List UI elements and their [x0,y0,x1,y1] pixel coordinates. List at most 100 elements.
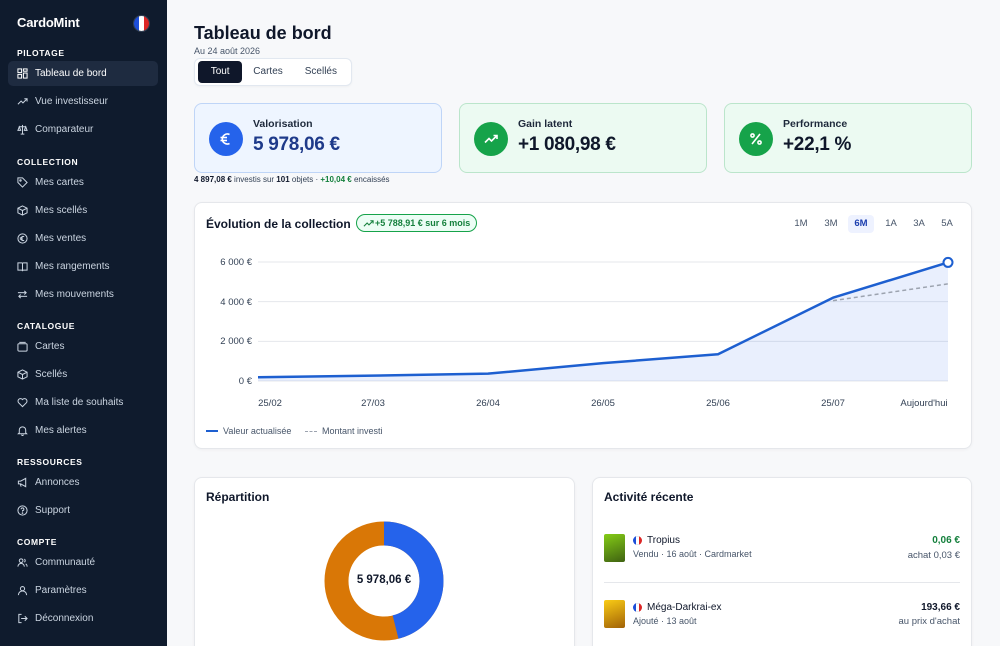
sidebar-item-communaute[interactable]: Communauté [8,550,158,575]
percent-icon [739,122,773,156]
sidebar-item-vue-investisseur[interactable]: Vue investisseur [8,89,158,114]
page-date: Au 24 août 2026 [194,46,261,56]
sidebar-item-mes-alertes[interactable]: Mes alertes [8,418,158,443]
sidebar-item-cartes[interactable]: Cartes [8,334,158,359]
x-tick-label: 25/02 [258,398,282,409]
sidebar-item-scelles[interactable]: Scellés [8,362,158,387]
kpi-label: Gain latent [518,118,573,130]
dashboard-icon [17,68,28,79]
page-title: Tableau de bord [194,23,332,43]
sidebar-item-support[interactable]: Support [8,498,158,523]
sidebar-item-label: Paramètres [35,585,87,596]
user-icon [17,586,28,596]
kpi-performance: Performance +22,1 % [724,103,972,173]
legend-label: Montant investi [322,426,383,436]
sidebar-item-mes-cartes[interactable]: Mes cartes [8,170,158,195]
flag-fr-icon [633,603,642,612]
filter-tabs: Tout Cartes Scellés [194,58,352,86]
donut-total: 5 978,06 € [356,574,412,586]
kpi-valorisation: Valorisation 5 978,06 € [194,103,442,173]
x-tick-label: Aujourd'hui [900,398,948,409]
activity-item-note: au prix d'achat [898,616,961,627]
summary-line: 4 897,08 € investis sur 101 objets · +10… [194,175,390,184]
range-3a[interactable]: 3A [913,218,925,229]
y-tick-label: 6 000 € [220,257,252,268]
sidebar-item-liste-souhaits[interactable]: Ma liste de souhaits [8,390,158,415]
language-flag-icon[interactable] [133,15,150,32]
activity-item-meta: Ajouté · 13 août [633,616,697,626]
item-name-text: Méga-Darkrai-ex [647,602,722,613]
range-5a[interactable]: 5A [941,218,953,229]
sidebar-item-deconnexion[interactable]: Déconnexion [8,606,158,631]
flag-fr-icon [633,536,642,545]
activity-item-meta: Vendu · 16 août · Cardmarket [633,549,752,559]
legend-swatch-dashed [305,430,317,432]
range-1m[interactable]: 1M [794,218,808,229]
sidebar-item-label: Cartes [35,341,65,352]
sidebar-item-tableau-de-bord[interactable]: Tableau de bord [8,61,158,86]
tab-cartes[interactable]: Cartes [253,66,283,77]
objects-text: objets · [291,175,319,184]
cashed-amount: +10,04 € [320,175,352,184]
sidebar-item-mes-ventes[interactable]: Mes ventes [8,226,158,251]
tab-tout[interactable]: Tout [198,61,243,83]
x-tick-label: 26/05 [591,398,615,409]
sidebar-item-label: Mes alertes [35,425,87,436]
box-icon [17,205,28,216]
sidebar-item-annonces[interactable]: Annonces [8,470,158,495]
x-tick-label: 27/03 [361,398,385,409]
sidebar-item-label: Communauté [35,557,96,568]
series-line-invested [832,283,949,302]
euro-icon [209,122,243,156]
euro-circle-icon [17,233,28,244]
sidebar-item-parametres[interactable]: Paramètres [8,578,158,603]
series-area [258,262,948,381]
activity-item-name[interactable]: Méga-Darkrai-ex [633,602,721,613]
kpi-value: +1 080,98 € [518,134,616,155]
book-icon [17,262,28,272]
range-1a[interactable]: 1A [885,218,897,229]
activity-item-note: achat 0,03 € [907,550,960,561]
activity-card [592,477,972,646]
scale-icon [17,124,28,135]
sidebar-item-mes-rangements[interactable]: Mes rangements [8,254,158,279]
x-tick-label: 26/04 [476,398,500,409]
megaphone-icon [17,477,27,488]
sidebar-item-label: Comparateur [35,124,94,135]
activity-item-amount: 193,66 € [921,602,960,613]
section-collection: COLLECTION [17,157,79,167]
logout-icon [18,613,28,624]
donut-slice[interactable] [324,521,444,641]
y-tick-label: 4 000 € [220,297,252,308]
card-thumbnail[interactable] [604,600,625,628]
legend-label: Valeur actualisée [223,426,292,436]
x-tick-label: 25/06 [706,398,730,409]
legend-value: Valeur actualisée [206,426,291,436]
sidebar-item-mes-scelles[interactable]: Mes scellés [8,198,158,223]
sidebar-item-label: Scellés [35,369,68,380]
activity-item-name[interactable]: Tropius [633,535,680,546]
card-thumbnail[interactable] [604,534,625,562]
sidebar-item-label: Annonces [35,477,80,488]
app-logo[interactable]: CardoMint [17,15,80,30]
sidebar-item-label: Ma liste de souhaits [35,397,124,408]
repartition-title: Répartition [206,490,270,504]
sidebar-item-label: Support [35,505,71,516]
activity-item-amount: 0,06 € [932,535,960,546]
evolution-title: Évolution de la collection [206,217,351,231]
kpi-gain-latent: Gain latent +1 080,98 € [459,103,707,173]
sidebar-item-label: Tableau de bord [35,68,107,79]
tab-scelles[interactable]: Scellés [304,66,337,77]
kpi-label: Valorisation [253,118,313,130]
sidebar-item-mes-mouvements[interactable]: Mes mouvements [8,282,158,307]
x-tick-label: 25/07 [821,398,845,409]
trend-up-icon [363,219,374,227]
section-ressources: RESSOURCES [17,457,83,467]
range-6m[interactable]: 6M [848,215,874,233]
sidebar-item-comparateur[interactable]: Comparateur [8,117,158,142]
sidebar-item-label: Mes cartes [35,177,84,188]
y-tick-label: 2 000 € [220,336,252,347]
evolution-card [194,202,972,449]
range-3m[interactable]: 3M [824,218,838,229]
